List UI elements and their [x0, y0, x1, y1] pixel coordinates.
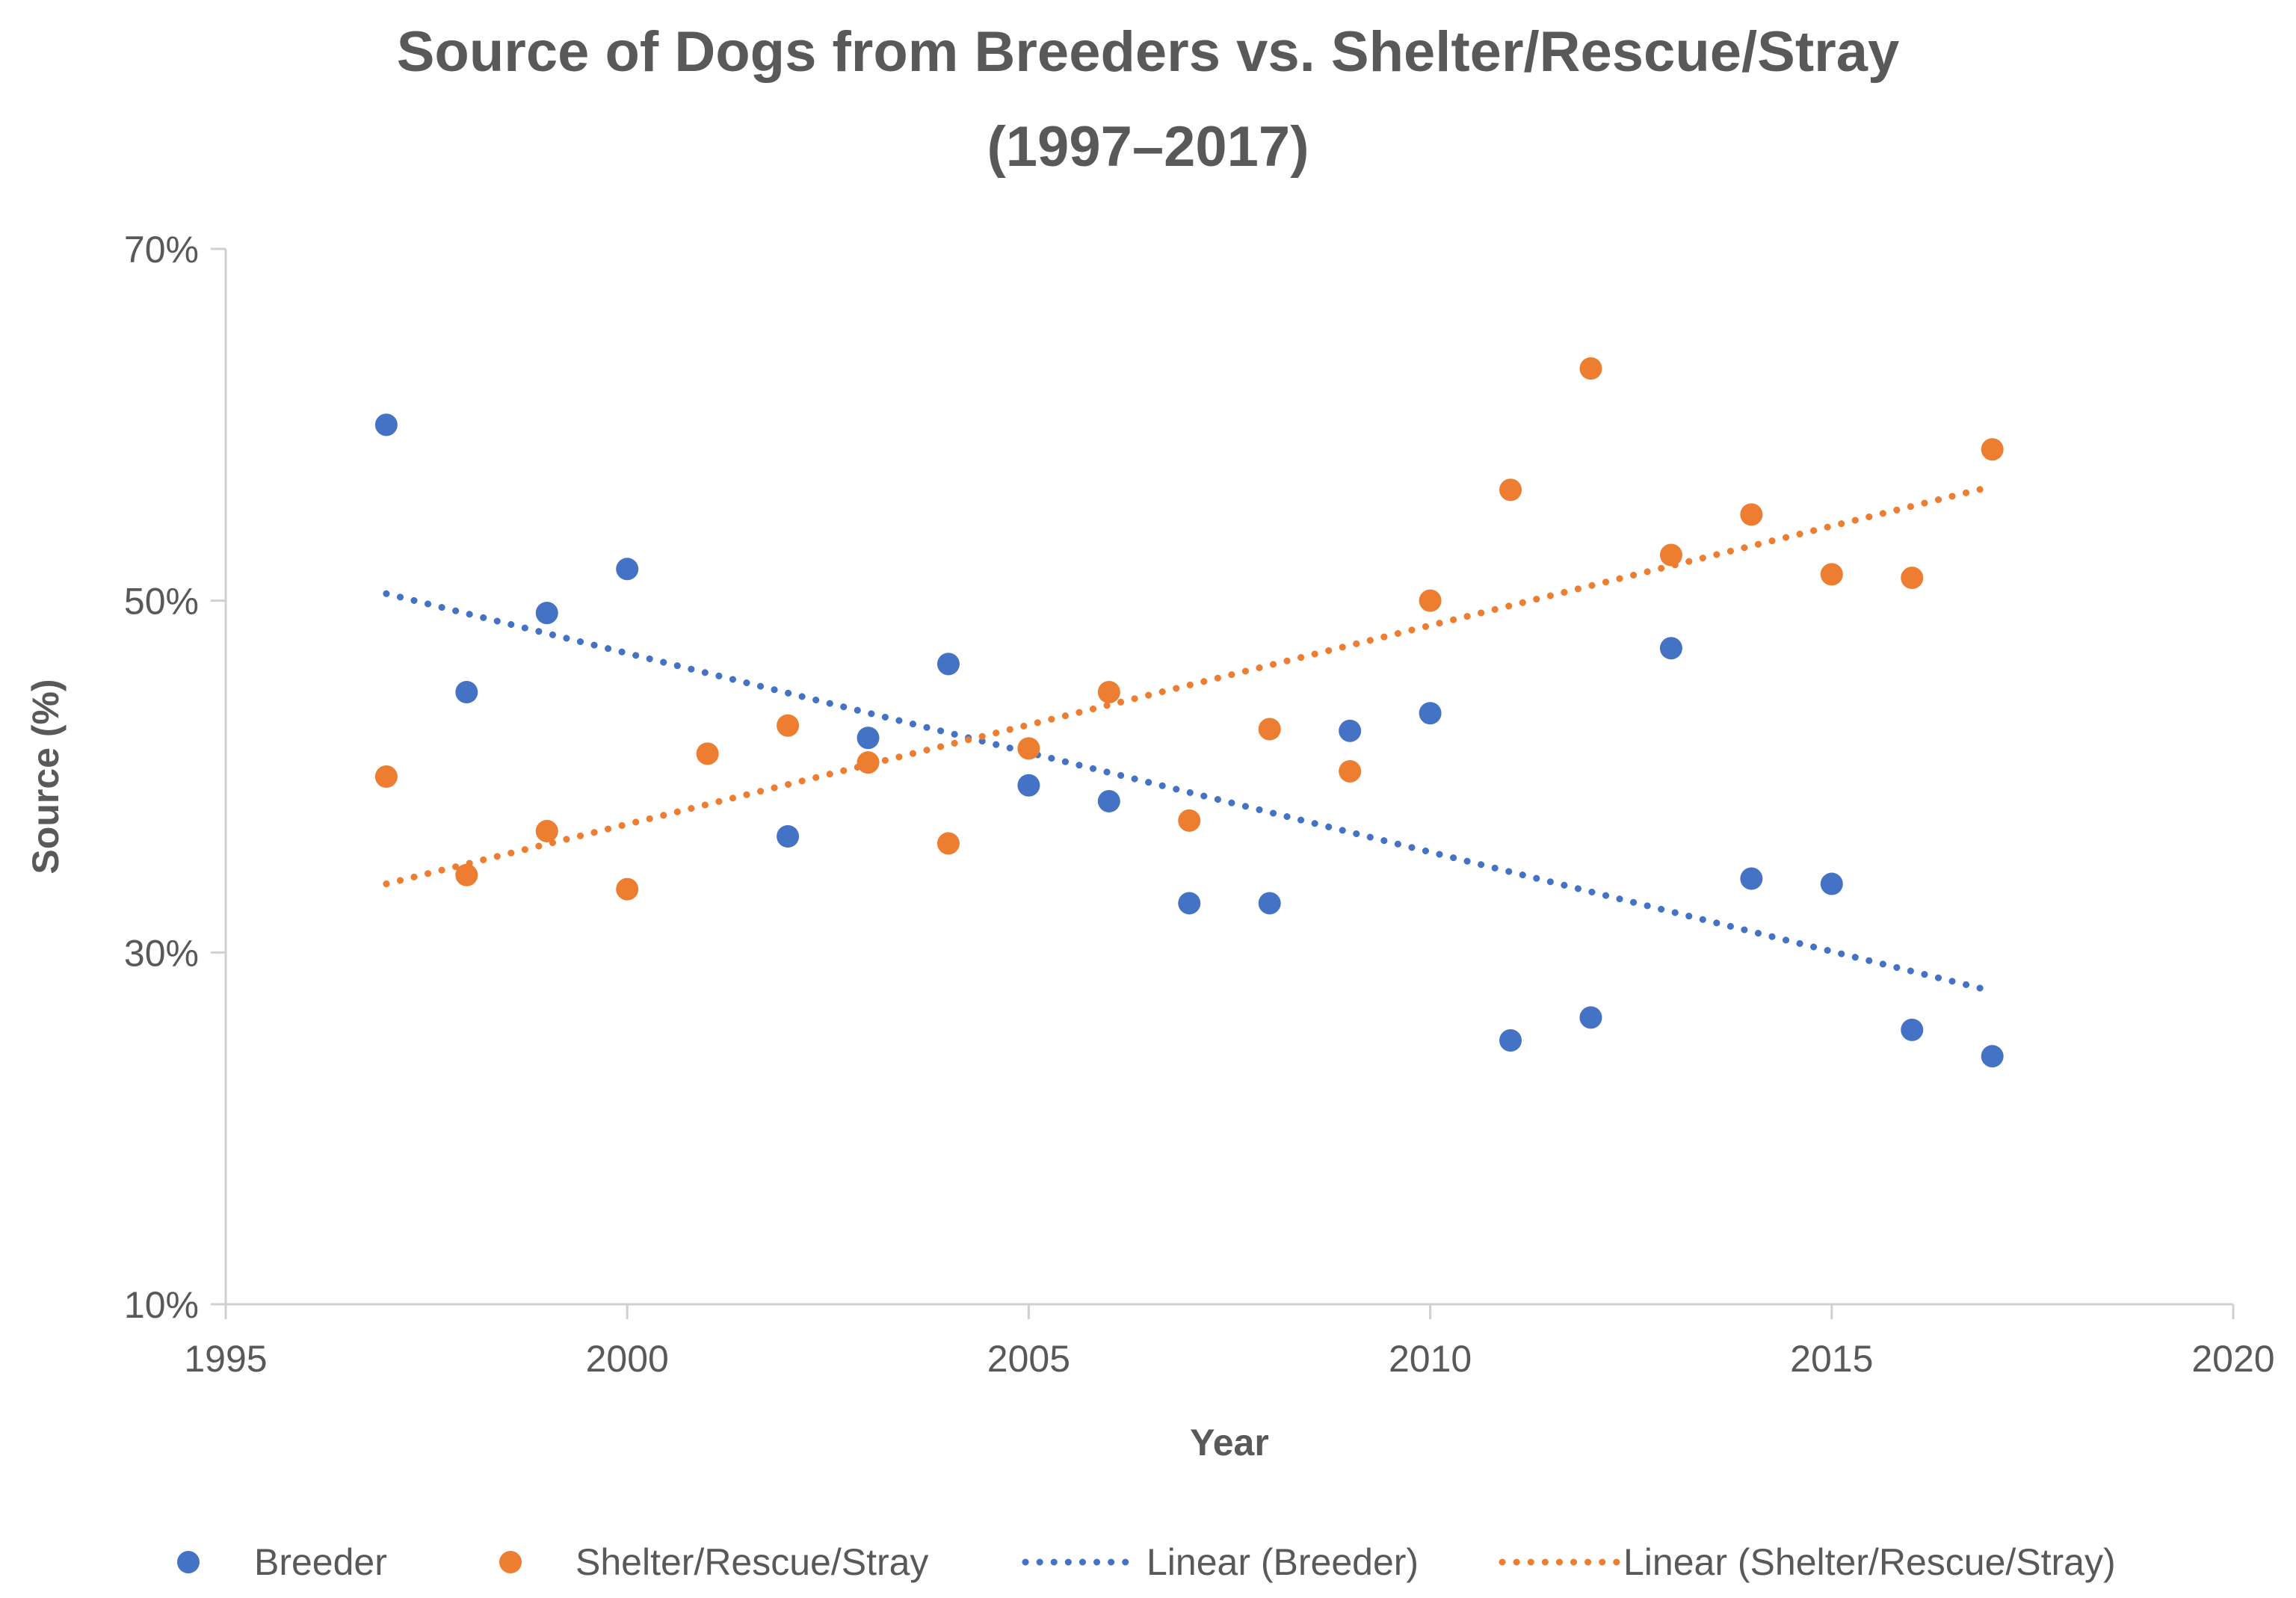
x-axis-title: Year [1190, 1422, 1269, 1463]
point-shelter-2005 [1017, 737, 1040, 760]
point-breeder-2016 [1901, 1018, 1924, 1041]
y-tick-label: 70% [124, 229, 199, 271]
chart-subtitle: (1997–2017) [987, 115, 1309, 179]
point-breeder-1997 [374, 413, 398, 436]
point-shelter-2013 [1659, 543, 1682, 567]
chart-title: Source of Dogs from Breeders vs. Shelter… [397, 20, 1900, 84]
x-axis-ticks: 1995 2000 2005 2010 2015 2020 [184, 1304, 2275, 1380]
legend: Breeder Shelter/Rescue/Stray Linear (Bre… [177, 1541, 2116, 1583]
y-axis-title: Source (%) [25, 679, 67, 874]
x-tick-label: 2015 [1790, 1338, 1873, 1380]
point-breeder-2002 [777, 825, 800, 848]
point-breeder-1999 [535, 602, 558, 625]
legend-label-breeder: Breeder [254, 1541, 387, 1583]
point-breeder-2015 [1820, 872, 1843, 895]
y-axis-ticks: 10% 30% 50% 70% [124, 229, 226, 1326]
trendline-shelter [383, 483, 1996, 888]
point-shelter-2006 [1097, 681, 1120, 704]
trendline-breeder [383, 590, 1996, 995]
point-breeder-2000 [616, 558, 639, 581]
point-shelter-2003 [857, 751, 880, 774]
point-shelter-2017 [1981, 438, 2004, 461]
point-shelter-1998 [455, 863, 478, 886]
point-shelter-2001 [696, 742, 719, 765]
point-shelter-2004 [936, 832, 960, 855]
point-shelter-2016 [1901, 567, 1924, 590]
point-breeder-2009 [1339, 719, 1362, 742]
point-breeder-2008 [1258, 892, 1281, 915]
point-shelter-2007 [1178, 809, 1201, 832]
point-shelter-2015 [1820, 563, 1843, 586]
point-breeder-2014 [1740, 867, 1763, 890]
y-tick-label: 30% [124, 932, 199, 974]
point-breeder-1998 [455, 681, 478, 704]
legend-label-linear-breeder: Linear (Breeder) [1147, 1541, 1419, 1583]
point-shelter-2011 [1499, 478, 1522, 502]
point-shelter-1997 [374, 765, 398, 788]
point-shelter-2010 [1419, 589, 1442, 612]
legend-marker-shelter [499, 1551, 522, 1573]
point-shelter-2012 [1579, 357, 1602, 380]
y-tick-label: 50% [124, 581, 199, 623]
point-shelter-2008 [1258, 718, 1281, 741]
point-breeder-2006 [1097, 789, 1120, 812]
point-breeder-2013 [1659, 637, 1682, 660]
legend-label-shelter: Shelter/Rescue/Stray [575, 1541, 928, 1583]
data-points [374, 357, 2004, 1068]
x-tick-label: 2005 [987, 1338, 1070, 1380]
x-tick-label: 2000 [586, 1338, 669, 1380]
point-breeder-2010 [1419, 702, 1442, 725]
trendlines [383, 483, 1996, 995]
x-tick-label: 2010 [1389, 1338, 1472, 1380]
legend-marker-breeder [177, 1551, 200, 1573]
point-shelter-2009 [1339, 759, 1362, 783]
point-shelter-2014 [1740, 503, 1763, 526]
point-breeder-2004 [936, 653, 960, 676]
point-shelter-2000 [616, 877, 639, 901]
point-shelter-1999 [535, 819, 558, 842]
point-shelter-2002 [777, 714, 800, 737]
legend-label-linear-shelter: Linear (Shelter/Rescue/Stray) [1623, 1541, 2116, 1583]
point-breeder-2017 [1981, 1045, 2004, 1068]
point-breeder-2003 [857, 726, 880, 750]
x-tick-label: 2020 [2191, 1338, 2274, 1380]
point-breeder-2012 [1579, 1006, 1602, 1029]
y-tick-label: 10% [124, 1284, 199, 1326]
x-tick-label: 1995 [184, 1338, 267, 1380]
point-breeder-2011 [1499, 1029, 1522, 1052]
point-breeder-2007 [1178, 892, 1201, 915]
point-breeder-2005 [1017, 774, 1040, 797]
